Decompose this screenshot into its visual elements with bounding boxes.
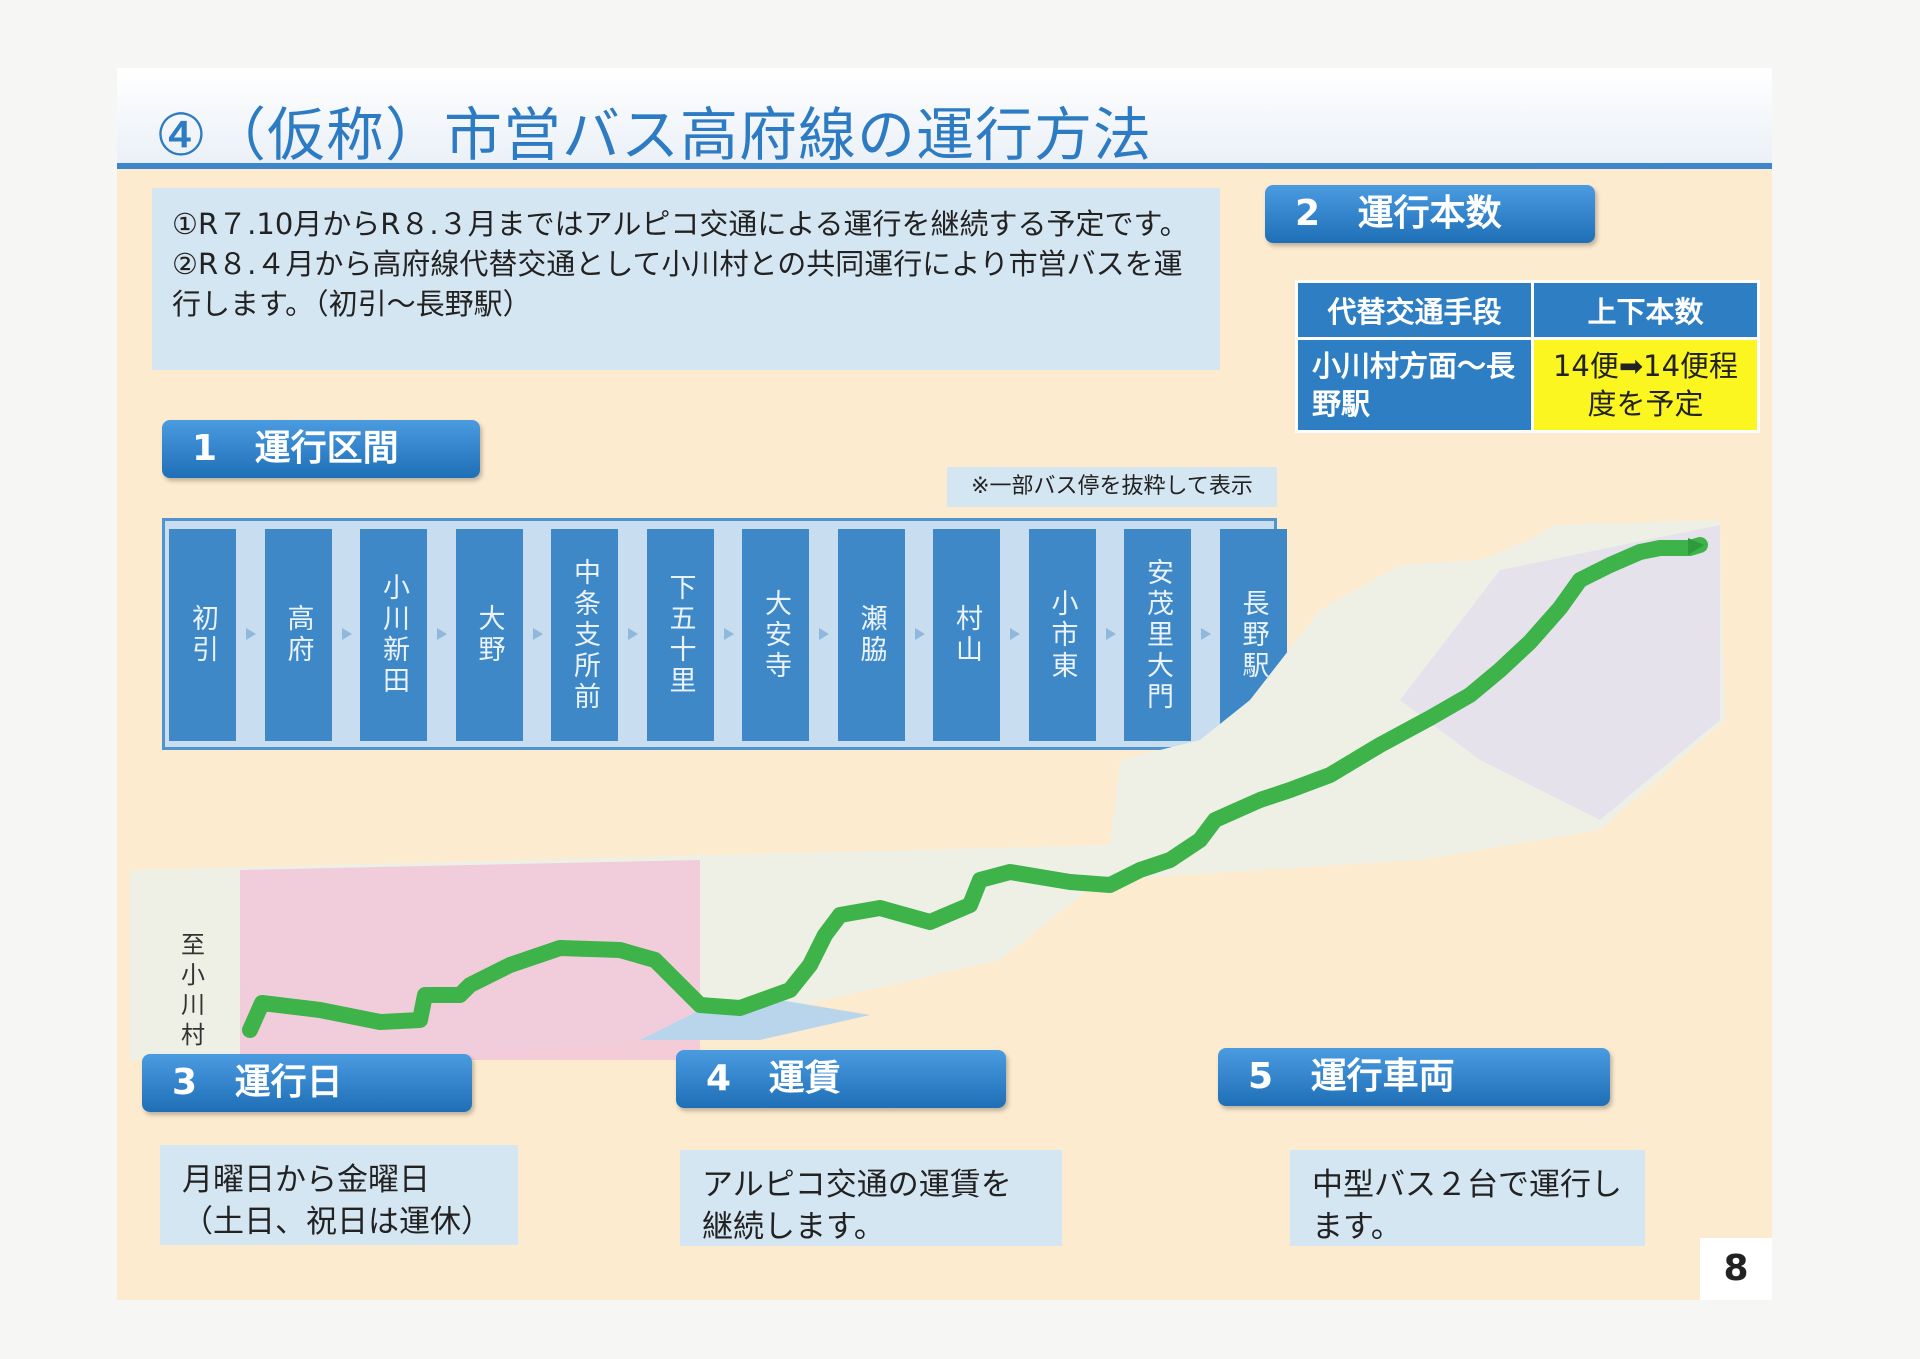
vehicles-text: 中型バス２台で運行します。 xyxy=(1312,1167,1622,1245)
intro-box: ①R７.10月からR８.３月まではアルピコ交通による運行を継続する予定です。 ②… xyxy=(152,188,1220,370)
stop-arrow-icon xyxy=(1010,628,1020,640)
frequency-table: 代替交通手段 上下本数 小川村方面～長野駅 14便➡14便程度を予定 xyxy=(1295,280,1760,433)
cell-means: 小川村方面～長野駅 xyxy=(1295,337,1534,433)
stop-arrow-icon xyxy=(1201,628,1211,640)
title-underline xyxy=(117,163,1772,169)
stop-name: 大安寺 xyxy=(760,588,791,682)
stops-note: ※一部バス停を抜粋して表示 xyxy=(947,467,1277,507)
stop-name: 長野駅 xyxy=(1237,588,1269,682)
intro-line-2: ②R８.４月から高府線代替交通として小川村との共同運行により市営バスを運行します… xyxy=(172,247,1183,321)
stop-box: 小市東 xyxy=(1028,529,1096,741)
fare-box: アルピコ交通の運賃を継続します。 xyxy=(680,1150,1062,1246)
stop-arrow-icon xyxy=(532,628,543,640)
operating-days-box: 月曜日から金曜日 （土日、祝日は運休） xyxy=(160,1145,518,1245)
stop-arrow-icon xyxy=(628,628,638,640)
stop-arrow-icon xyxy=(723,628,734,640)
table-row: 小川村方面～長野駅 14便➡14便程度を予定 xyxy=(1295,337,1760,433)
stop-box: 初引 xyxy=(169,529,236,741)
stops-strip: 初引 高府 小川新田 大野 中条支所前 下五十里 大安寺 瀬脇 村山 小市東 安茂里大門 長野駅 xyxy=(162,518,1287,750)
stop-box: 大安寺 xyxy=(742,529,809,741)
stop-box: 村山 xyxy=(933,529,1000,741)
section-2-heading: 2 運行本数 xyxy=(1265,185,1595,243)
section-5-heading: 5 運行車両 xyxy=(1218,1048,1610,1106)
intro-line-1: ①R７.10月からR８.３月まではアルピコ交通による運行を継続する予定です。 xyxy=(172,207,1189,241)
page-title: ④（仮称）市営バス高府線の運行方法 xyxy=(155,101,1152,169)
stop-arrow-icon xyxy=(437,628,447,640)
stop-arrow-icon xyxy=(1105,628,1116,640)
stop-name: 瀬脇 xyxy=(855,604,887,666)
stop-name: 下五十里 xyxy=(664,573,696,697)
section-4-label: 運賃 xyxy=(768,1058,841,1099)
section-1-heading: 1 運行区間 xyxy=(162,420,480,478)
stop-arrow-icon xyxy=(819,628,829,640)
stop-box: 中条支所前 xyxy=(551,529,618,741)
stop-name: 高府 xyxy=(282,604,314,666)
stop-box: 高府 xyxy=(264,529,332,741)
stop-name: 初引 xyxy=(187,604,218,666)
stop-box: 大野 xyxy=(455,529,523,741)
stop-box: 瀬脇 xyxy=(837,529,905,741)
vehicles-box: 中型バス２台で運行します。 xyxy=(1290,1150,1645,1246)
stop-box: 小川新田 xyxy=(360,529,427,741)
section-3-heading: 3 運行日 xyxy=(142,1054,472,1112)
stop-name: 中条支所前 xyxy=(569,557,600,713)
stop-arrow-icon xyxy=(341,628,352,640)
operating-days-line-2: （土日、祝日は運休） xyxy=(182,1204,492,1240)
stop-name: 安茂里大門 xyxy=(1142,557,1173,713)
stop-name: 小市東 xyxy=(1046,588,1078,682)
fare-text: アルピコ交通の運賃を継続します。 xyxy=(702,1167,1012,1245)
cell-count: 14便➡14便程度を予定 xyxy=(1531,337,1760,433)
section-5-number: 5 xyxy=(1248,1056,1274,1097)
section-5-label: 運行車両 xyxy=(1310,1056,1455,1097)
stop-box: 長野駅 xyxy=(1219,529,1287,741)
header-means: 代替交通手段 xyxy=(1295,280,1534,340)
section-3-label: 運行日 xyxy=(234,1062,343,1103)
title-band xyxy=(117,68,1772,166)
section-4-heading: 4 運賃 xyxy=(676,1050,1006,1108)
stop-name: 大野 xyxy=(473,604,505,666)
page-number: 8 xyxy=(1700,1238,1772,1300)
section-2-number: 2 xyxy=(1295,193,1321,234)
stop-arrow-icon xyxy=(246,628,256,640)
header-count: 上下本数 xyxy=(1531,280,1760,340)
operating-days-line-1: 月曜日から金曜日 xyxy=(182,1162,430,1198)
section-2-label: 運行本数 xyxy=(1357,193,1502,234)
table-header-row: 代替交通手段 上下本数 xyxy=(1295,280,1760,340)
stop-box: 安茂里大門 xyxy=(1124,529,1191,741)
section-1-number: 1 xyxy=(192,428,218,469)
stop-arrow-icon xyxy=(914,628,925,640)
section-4-number: 4 xyxy=(706,1058,732,1099)
section-1-label: 運行区間 xyxy=(254,428,399,469)
stop-name: 村山 xyxy=(951,604,982,666)
to-ogawa-label: 至小川村 xyxy=(181,931,205,1049)
stop-box: 下五十里 xyxy=(646,529,714,741)
stop-name: 小川新田 xyxy=(378,573,409,697)
section-3-number: 3 xyxy=(172,1062,198,1103)
